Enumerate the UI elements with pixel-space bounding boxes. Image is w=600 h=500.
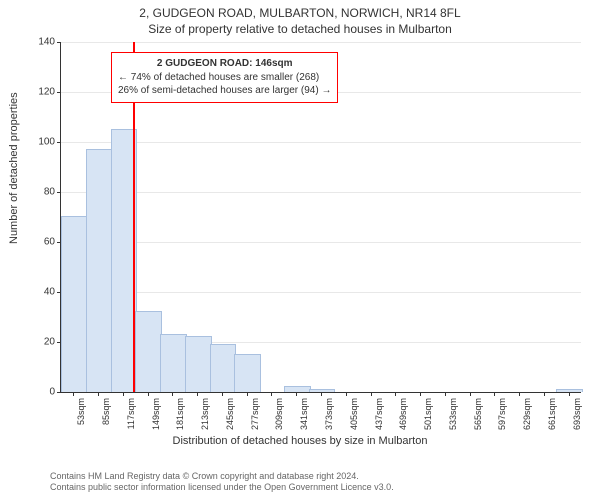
- callout-line1: 2 GUDGEON ROAD: 146sqm: [118, 57, 331, 71]
- x-tick-mark: [519, 392, 520, 396]
- y-tick-mark: [57, 92, 61, 93]
- footer-line1: Contains HM Land Registry data © Crown c…: [50, 471, 590, 483]
- x-tick-label: 373sqm: [324, 398, 334, 430]
- histogram-bar: [135, 311, 162, 392]
- y-tick-label: 60: [44, 237, 55, 248]
- y-tick-label: 100: [38, 137, 55, 148]
- x-tick-mark: [247, 392, 248, 396]
- callout-line3: 26% of semi-detached houses are larger (…: [118, 84, 331, 98]
- gridline: [61, 192, 581, 193]
- x-tick-mark: [544, 392, 545, 396]
- gridline: [61, 142, 581, 143]
- x-tick-label: 53sqm: [76, 398, 86, 425]
- x-tick-mark: [148, 392, 149, 396]
- x-tick-label: 597sqm: [497, 398, 507, 430]
- histogram-bar: [160, 334, 187, 393]
- y-tick-mark: [57, 392, 61, 393]
- y-tick-label: 40: [44, 287, 55, 298]
- y-tick-label: 20: [44, 337, 55, 348]
- x-tick-mark: [371, 392, 372, 396]
- y-tick-label: 80: [44, 187, 55, 198]
- x-tick-mark: [470, 392, 471, 396]
- y-tick-mark: [57, 192, 61, 193]
- x-tick-mark: [346, 392, 347, 396]
- x-tick-mark: [395, 392, 396, 396]
- x-tick-mark: [321, 392, 322, 396]
- x-tick-label: 213sqm: [200, 398, 210, 430]
- callout-line2: ← 74% of detached houses are smaller (26…: [118, 71, 331, 85]
- x-tick-label: 533sqm: [448, 398, 458, 430]
- x-tick-label: 693sqm: [572, 398, 582, 430]
- chart-container: 2, GUDGEON ROAD, MULBARTON, NORWICH, NR1…: [0, 0, 600, 500]
- x-tick-label: 565sqm: [473, 398, 483, 430]
- histogram-bar: [210, 344, 237, 393]
- x-tick-label: 277sqm: [250, 398, 260, 430]
- histogram-bar: [86, 149, 113, 393]
- histogram-bar: [234, 354, 261, 393]
- y-tick-mark: [57, 142, 61, 143]
- x-tick-label: 341sqm: [299, 398, 309, 430]
- x-tick-label: 309sqm: [274, 398, 284, 430]
- histogram-bar: [185, 336, 212, 392]
- footer-line2: Contains public sector information licen…: [50, 482, 590, 494]
- y-tick-mark: [57, 42, 61, 43]
- x-tick-mark: [172, 392, 173, 396]
- y-tick-label: 140: [38, 37, 55, 48]
- x-tick-label: 181sqm: [175, 398, 185, 430]
- x-tick-label: 405sqm: [349, 398, 359, 430]
- chart-title-line2: Size of property relative to detached ho…: [0, 22, 600, 36]
- x-tick-mark: [271, 392, 272, 396]
- x-tick-label: 149sqm: [151, 398, 161, 430]
- y-tick-label: 120: [38, 87, 55, 98]
- x-tick-mark: [494, 392, 495, 396]
- reference-callout: 2 GUDGEON ROAD: 146sqm← 74% of detached …: [111, 52, 338, 103]
- attribution-footer: Contains HM Land Registry data © Crown c…: [50, 471, 590, 494]
- plot-area: 02040608010012014053sqm85sqm117sqm149sqm…: [60, 42, 581, 393]
- gridline: [61, 242, 581, 243]
- chart-title-line1: 2, GUDGEON ROAD, MULBARTON, NORWICH, NR1…: [0, 6, 600, 20]
- x-tick-label: 501sqm: [423, 398, 433, 430]
- x-tick-mark: [98, 392, 99, 396]
- x-tick-mark: [296, 392, 297, 396]
- x-tick-label: 661sqm: [547, 398, 557, 430]
- x-tick-label: 437sqm: [374, 398, 384, 430]
- x-axis-label: Distribution of detached houses by size …: [0, 435, 600, 447]
- x-tick-label: 245sqm: [225, 398, 235, 430]
- x-tick-mark: [420, 392, 421, 396]
- histogram-bar: [61, 216, 88, 392]
- x-tick-mark: [222, 392, 223, 396]
- x-tick-mark: [73, 392, 74, 396]
- x-tick-label: 629sqm: [522, 398, 532, 430]
- x-tick-mark: [445, 392, 446, 396]
- y-axis-label: Number of detached properties: [8, 92, 20, 244]
- gridline: [61, 292, 581, 293]
- x-tick-label: 117sqm: [126, 398, 136, 429]
- x-tick-label: 469sqm: [398, 398, 408, 430]
- histogram-bar: [556, 389, 583, 393]
- x-tick-label: 85sqm: [101, 398, 111, 425]
- x-tick-mark: [123, 392, 124, 396]
- x-tick-mark: [569, 392, 570, 396]
- gridline: [61, 42, 581, 43]
- y-tick-label: 0: [49, 387, 55, 398]
- x-tick-mark: [197, 392, 198, 396]
